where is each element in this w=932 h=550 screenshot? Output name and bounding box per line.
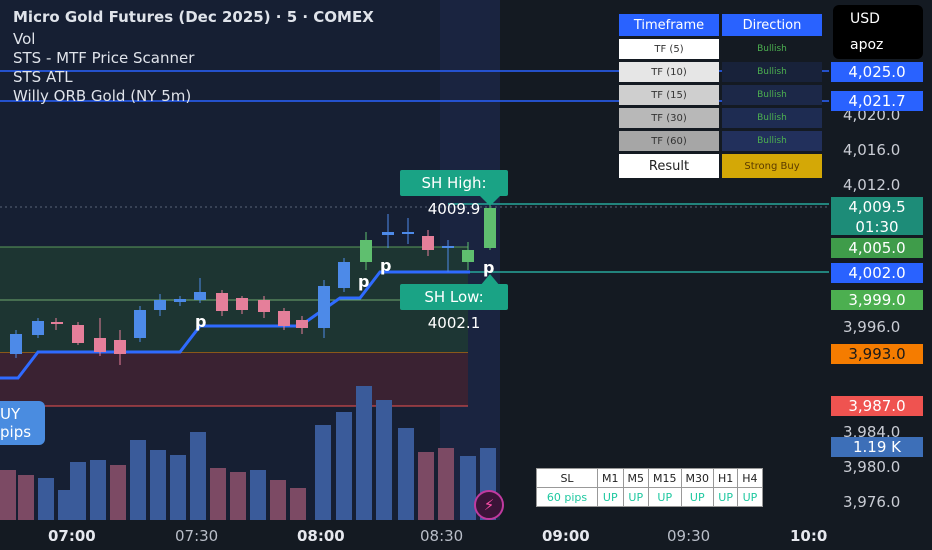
price-tag-4002[interactable]: 4,002.0 [831,263,923,283]
buy-label-line1: UY [0,405,21,423]
time-tick: 09:00 [542,527,590,545]
volume-bars [0,386,496,520]
mtf-scanner-table: Timeframe Direction TF (5) Bullish TF (1… [616,11,825,181]
h4-header: H4 [737,468,763,488]
indicator-vol[interactable]: Vol [13,30,36,48]
m15-header: M15 [648,468,682,488]
price-tick: 4,012.0 [843,176,901,194]
pivot-marker: p [380,256,392,275]
direction-cell: Bullish [722,108,822,128]
tf-cell: TF (30) [619,108,719,128]
currency-label: USD [850,11,880,27]
indicator-willy-orb[interactable]: Willy ORB Gold (NY 5m) [13,87,192,105]
price-tag-4021[interactable]: 4,021.7 [831,91,923,111]
tf-cell: TF (5) [619,39,719,59]
m5-value: UP [622,487,649,507]
time-tick: 10:0 [790,527,828,545]
direction-cell: Bullish [722,85,822,105]
indicator-sts-atl[interactable]: STS ATL [13,68,73,86]
user-label: apoz [850,37,884,53]
result-label: Result [619,154,719,178]
price-tag-3987[interactable]: 3,987.0 [831,396,923,416]
pivot-marker: p [483,258,495,277]
direction-cell: Bullish [722,62,822,82]
symbol-title[interactable]: Micro Gold Futures (Dec 2025) · 5 · COME… [13,8,374,26]
pivot-marker: p [195,312,207,331]
direction-cell: Bullish [722,39,822,59]
price-tag-4025[interactable]: 4,025.0 [831,62,923,82]
time-tick: 08:30 [420,527,464,545]
direction-header: Direction [722,14,822,36]
orb-red-zone [0,353,468,406]
timeframe-header: Timeframe [619,14,719,36]
price-tag-4005[interactable]: 4,005.0 [831,238,923,258]
h4-value: UP [737,487,763,507]
volume-tag[interactable]: 1.19 K [831,437,923,457]
price-tick: 3,996.0 [843,318,901,336]
m30-value: UP [680,487,714,507]
lightning-icon[interactable]: ⚡ [474,490,504,520]
sl-table: SL M1 M5 M15 M30 H1 H4 60 pips UP UP UP … [536,468,763,507]
h1-header: H1 [712,468,739,488]
tf-cell: TF (15) [619,85,719,105]
indicator-sts-scanner[interactable]: STS - MTF Price Scanner [13,49,195,67]
price-tag-3999[interactable]: 3,999.0 [831,290,923,310]
m1-value: UP [597,487,624,507]
atl-step-line [0,270,470,380]
m5-header: M5 [622,468,649,488]
direction-cell: Bullish [722,131,822,151]
time-tick: 07:00 [48,527,96,545]
m1-header: M1 [597,468,624,488]
tf-cell: TF (60) [619,131,719,151]
pivot-marker: p [358,272,370,291]
tf-cell: TF (10) [619,62,719,82]
sl-header: SL [536,468,598,488]
price-tick: 3,984.0 [843,423,901,441]
price-tick: 3,980.0 [843,458,901,476]
current-price-tag[interactable]: 4,009.5 01:30 [831,197,923,236]
time-tick: 07:30 [175,527,219,545]
price-tag-3993[interactable]: 3,993.0 [831,344,923,364]
price-tick: 4,016.0 [843,141,901,159]
current-price-value: 4,009.5 [848,198,906,216]
buy-label-box: UY pips [0,401,45,445]
time-tick: 08:00 [297,527,345,545]
m15-value: UP [648,487,682,507]
m30-header: M30 [680,468,714,488]
candlesticks [10,204,496,365]
buy-label-line2: pips [0,423,32,441]
sh-high-label: SH High: 4009.9 [400,170,508,218]
sh-low-label: SH Low: 4002.1 [400,284,508,332]
time-tick: 09:30 [667,527,711,545]
h1-value: UP [712,487,739,507]
candle-countdown: 01:30 [855,218,899,236]
currency-box[interactable]: USD apoz [833,5,923,59]
result-value: Strong Buy [722,154,822,178]
sl-value: 60 pips [536,487,598,507]
price-tick: 3,976.0 [843,493,901,511]
